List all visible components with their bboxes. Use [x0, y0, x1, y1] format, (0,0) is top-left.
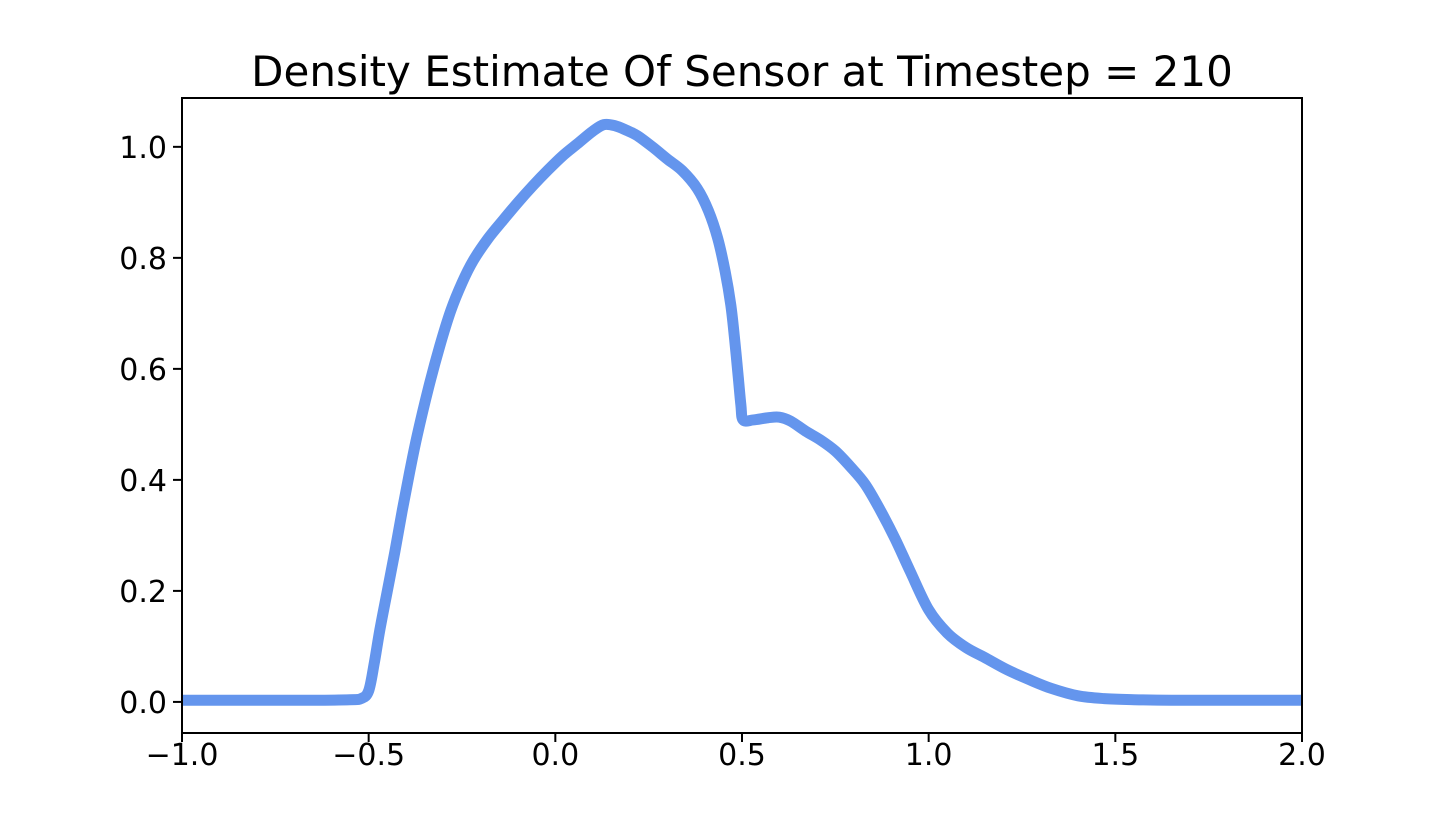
x-tick-label: 1.0: [905, 738, 953, 773]
y-tick-label: 0.2: [119, 575, 167, 610]
y-tick-label: 0.4: [119, 464, 167, 499]
y-axis-ticks: 0.0 0.2 0.4 0.6 0.8 1.0: [119, 131, 182, 721]
x-tick-label: 2.0: [1278, 738, 1326, 773]
x-tick-label: 1.5: [1091, 738, 1139, 773]
y-tick-label: 0.6: [119, 353, 167, 388]
y-tick-label: 0.8: [119, 242, 167, 277]
x-tick-label: −0.5: [332, 738, 405, 773]
x-tick-label: −1.0: [146, 738, 219, 773]
x-tick-label: 0.0: [531, 738, 579, 773]
y-tick-label: 1.0: [119, 131, 167, 166]
density-curve: [182, 118, 1302, 706]
x-tick-label: 0.5: [718, 738, 766, 773]
x-axis-ticks: −1.0 −0.5 0.0 0.5 1.0 1.5 2.0: [146, 733, 1326, 773]
chart-title: Density Estimate Of Sensor at Timestep =…: [251, 47, 1233, 96]
curve-layer: [182, 118, 1302, 706]
y-tick-label: 0.0: [119, 686, 167, 721]
